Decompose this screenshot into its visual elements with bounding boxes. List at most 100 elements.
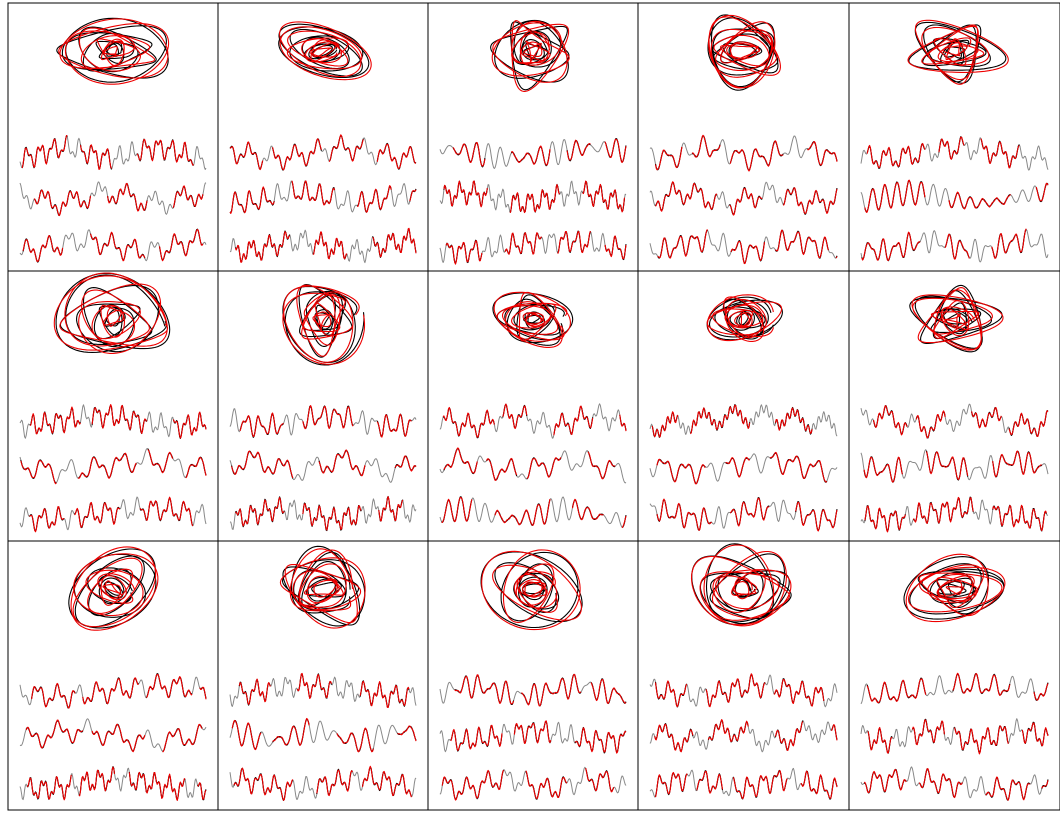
series-pred: [651, 411, 679, 438]
series-pred: [992, 504, 1047, 532]
series-pred: [866, 678, 927, 704]
series-pred: [1008, 410, 1049, 437]
series-pred: [1033, 683, 1049, 701]
attractor-true: [691, 543, 792, 626]
series-pred: [553, 405, 594, 436]
series-pred: [197, 782, 207, 800]
series-pred: [730, 240, 766, 265]
series-pred: [74, 501, 120, 528]
series-true: [139, 497, 194, 527]
series-pred: [571, 498, 604, 521]
panel-frames: [7, 2, 1060, 811]
series-pred: [234, 231, 291, 263]
series-true: [872, 405, 908, 435]
series-true: [452, 141, 486, 168]
series-true: [162, 724, 203, 752]
series-true: [158, 228, 204, 261]
series-pred: [729, 140, 784, 172]
panel: [229, 21, 417, 264]
series-true: [948, 192, 1011, 209]
series-full: [860, 673, 1049, 705]
panel: [19, 272, 207, 533]
series-pred: [557, 230, 591, 254]
series-pred: [953, 725, 1009, 755]
series-pred: [356, 185, 392, 213]
series-pred: [502, 403, 528, 430]
series-pred: [361, 765, 412, 798]
series-true: [557, 230, 591, 254]
series-pred: [729, 497, 770, 527]
series-pred: [22, 235, 64, 263]
series-pred: [25, 719, 84, 749]
series-pred: [655, 181, 718, 212]
series-pred: [147, 449, 174, 474]
series-pred: [441, 769, 505, 801]
series-pred: [239, 412, 284, 438]
series-true: [291, 180, 336, 205]
series-true: [26, 774, 72, 800]
attractor-true: [56, 17, 169, 83]
series-pred: [296, 672, 333, 700]
series-pred: [336, 727, 374, 753]
series-pred: [31, 682, 76, 709]
series-true: [571, 499, 604, 521]
series-pred: [441, 496, 473, 524]
series-pred: [504, 232, 542, 255]
series-pred: [863, 456, 903, 483]
series-pred: [587, 451, 616, 480]
series-pred: [29, 406, 81, 435]
series-pred: [107, 182, 148, 212]
series-pred: [918, 768, 963, 799]
panel: [19, 17, 207, 263]
series-pred: [807, 141, 838, 166]
panel: [649, 294, 838, 532]
series-pred: [509, 184, 560, 214]
series-pred: [229, 186, 275, 214]
series-pred: [372, 227, 417, 258]
series-true: [566, 140, 591, 162]
series-pred: [872, 405, 908, 436]
series-true: [913, 496, 974, 524]
attractor-pred: [279, 21, 372, 81]
series-true: [915, 410, 946, 439]
series-full: [860, 180, 1049, 213]
series-pred: [359, 680, 410, 709]
series-full: [439, 496, 627, 528]
series-pred: [302, 405, 354, 430]
series-pred: [525, 770, 568, 800]
series-true: [604, 138, 627, 163]
series-pred: [91, 723, 146, 753]
series-pred: [445, 240, 483, 265]
series-pred: [725, 456, 750, 478]
series-pred: [656, 458, 706, 485]
series-pred: [861, 231, 921, 261]
series-true: [952, 673, 1011, 696]
series-true: [397, 725, 417, 741]
series-pred: [948, 191, 1011, 210]
series-pred: [944, 233, 970, 260]
series-true: [359, 680, 410, 708]
series-pred: [443, 180, 488, 208]
series-full: [229, 228, 417, 264]
series-pred: [574, 727, 627, 754]
series-pred: [1021, 722, 1049, 747]
series-pred: [795, 501, 838, 532]
series-pred: [452, 142, 486, 167]
series-pred: [800, 770, 838, 799]
series-pred: [185, 456, 207, 479]
series-full: [649, 674, 838, 708]
attractor-pred: [70, 546, 159, 631]
attractor-pred: [491, 20, 570, 92]
series-pred: [971, 406, 1002, 429]
attractor-pred: [58, 18, 170, 85]
series-pred: [991, 228, 1027, 259]
series-pred: [229, 141, 264, 171]
series-pred: [91, 404, 148, 434]
series-pred: [162, 723, 203, 753]
series-pred: [913, 496, 974, 524]
series-full: [229, 673, 417, 708]
attractor-pred: [690, 544, 792, 627]
series-pred: [566, 139, 591, 161]
series-true: [172, 186, 204, 208]
